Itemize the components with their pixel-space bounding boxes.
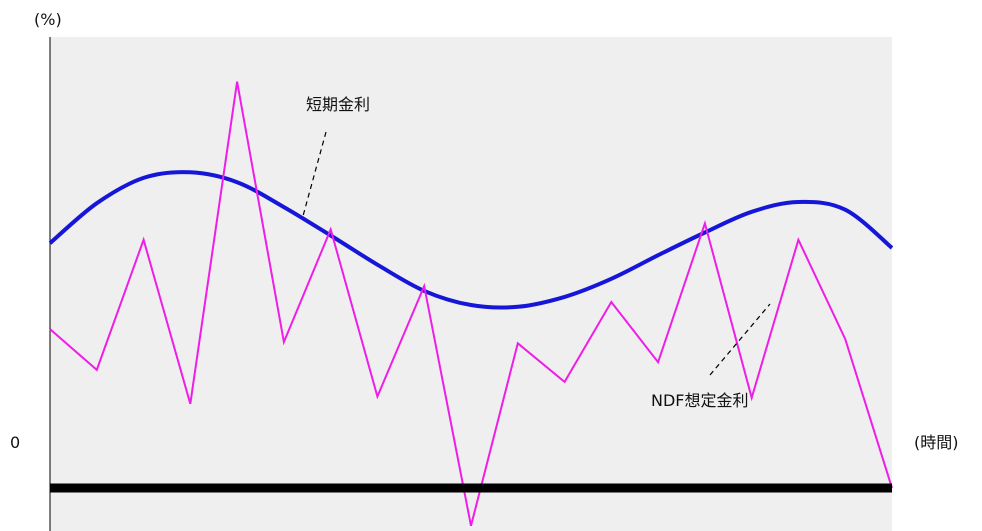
data-point	[236, 81, 238, 83]
series-line-short-term-rate	[48, 170, 894, 310]
data-point	[143, 177, 145, 179]
plot-background	[50, 37, 892, 531]
data-point	[423, 285, 425, 287]
data-point	[657, 254, 659, 256]
annotation-ndf-rate: NDF想定金利	[651, 391, 749, 410]
data-point	[610, 278, 612, 280]
annotation-short-term-rate: 短期金利	[306, 95, 370, 114]
data-point	[844, 209, 846, 211]
data-point	[704, 231, 706, 233]
data-point	[891, 247, 893, 249]
data-point	[610, 301, 612, 303]
zero-tick-label: 0	[10, 433, 20, 452]
data-point	[376, 396, 378, 398]
data-point	[49, 328, 51, 330]
data-point	[283, 206, 285, 208]
data-point	[283, 341, 285, 343]
data-point	[96, 202, 98, 204]
data-point	[376, 264, 378, 266]
y-unit-label: (%)	[34, 10, 62, 29]
data-point	[844, 338, 846, 340]
series-layer	[48, 81, 894, 527]
data-point	[236, 181, 238, 183]
data-point	[470, 525, 472, 527]
data-point	[751, 211, 753, 213]
x-unit-label: (時間)	[914, 433, 959, 452]
annotation-short-term-rate-leader	[302, 131, 327, 217]
data-point	[189, 403, 191, 405]
data-point	[657, 361, 659, 363]
data-point	[96, 369, 98, 371]
data-point	[797, 239, 799, 241]
data-point	[797, 201, 799, 203]
data-point	[517, 306, 519, 308]
data-point	[564, 381, 566, 383]
data-point	[564, 296, 566, 298]
data-point	[470, 304, 472, 306]
data-point	[330, 228, 332, 230]
data-point	[751, 397, 753, 399]
data-point	[517, 342, 519, 344]
data-point	[143, 239, 145, 241]
series-line-ndf-rate	[49, 81, 893, 527]
data-point	[704, 222, 706, 224]
data-point	[49, 242, 51, 244]
data-point	[189, 171, 191, 173]
annotation-ndf-rate-leader	[709, 303, 771, 376]
